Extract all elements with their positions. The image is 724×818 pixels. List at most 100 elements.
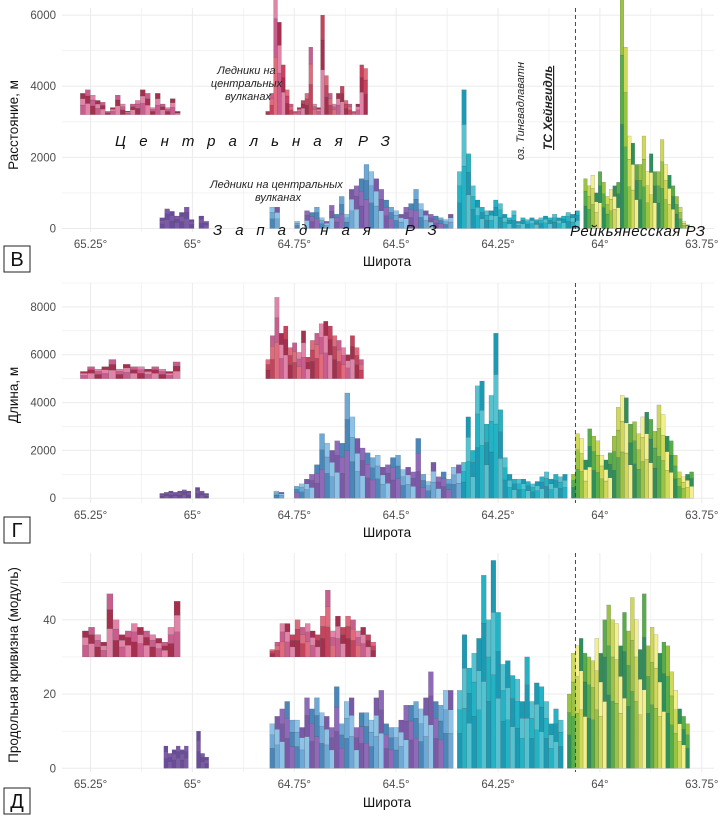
bar — [506, 223, 512, 229]
bar — [607, 477, 613, 499]
bar — [413, 189, 419, 200]
bar — [383, 199, 389, 208]
bar — [293, 112, 298, 115]
bar — [165, 375, 174, 379]
bar — [660, 435, 666, 461]
bar — [344, 450, 351, 499]
y-tick-label: 6000 — [30, 10, 56, 22]
bar — [336, 98, 341, 106]
bar — [332, 106, 337, 110]
bar — [606, 694, 611, 769]
bar — [355, 645, 361, 658]
bar — [634, 701, 639, 769]
bar — [656, 428, 662, 457]
bar — [498, 431, 503, 459]
bar — [556, 220, 562, 224]
bar — [296, 358, 302, 367]
bar — [332, 109, 337, 115]
bar — [350, 346, 355, 360]
bar — [336, 104, 341, 115]
bar — [314, 472, 320, 484]
bar — [150, 111, 156, 115]
bar — [269, 206, 275, 213]
bar — [646, 645, 651, 677]
bar — [622, 698, 627, 769]
bar — [168, 492, 174, 496]
bar — [370, 467, 376, 481]
bar — [364, 464, 371, 478]
bar — [614, 659, 619, 704]
bar — [448, 214, 454, 218]
bar — [689, 486, 694, 499]
ts-label: ТС Хейнгидль — [541, 66, 555, 150]
bar — [186, 490, 192, 493]
bar — [299, 491, 305, 499]
bar — [137, 627, 144, 635]
bar — [373, 697, 379, 716]
bar — [173, 631, 181, 658]
bar — [646, 676, 651, 714]
bar — [125, 110, 131, 113]
bar — [398, 731, 404, 747]
bar — [649, 704, 655, 769]
bar — [393, 214, 399, 221]
bar — [418, 708, 424, 724]
bar — [630, 597, 635, 641]
bar — [529, 718, 535, 739]
bar — [529, 217, 535, 221]
bar — [685, 480, 690, 488]
bar — [553, 708, 559, 724]
bar — [301, 330, 306, 343]
bar — [685, 224, 690, 226]
bar — [498, 409, 503, 432]
bar — [582, 681, 588, 717]
bar — [199, 490, 205, 493]
x-tick-label: 64° — [591, 239, 608, 251]
bar — [630, 691, 635, 769]
bar — [90, 94, 96, 101]
bar — [502, 217, 508, 223]
bar — [101, 366, 109, 370]
bar — [343, 100, 349, 105]
bar — [125, 111, 131, 114]
bar — [673, 733, 678, 769]
bar — [172, 370, 181, 379]
bar — [428, 724, 434, 769]
bar — [363, 93, 368, 115]
x-axis-label-d: Широта — [363, 795, 412, 810]
bar — [570, 214, 576, 218]
bar — [316, 111, 321, 115]
bar — [543, 701, 549, 719]
bar — [269, 748, 275, 769]
bar — [649, 662, 655, 705]
bar — [204, 763, 209, 769]
bar — [632, 463, 637, 499]
bar — [327, 339, 333, 356]
panel-letter-box-v — [3, 245, 31, 273]
bar — [623, 92, 628, 147]
bar — [567, 734, 572, 769]
bar — [594, 670, 599, 710]
bar — [461, 165, 467, 229]
bar — [131, 623, 138, 633]
bar — [165, 111, 171, 115]
bar — [329, 462, 335, 477]
bar — [305, 641, 311, 658]
bar — [274, 641, 281, 646]
bar — [516, 483, 522, 490]
bar — [479, 445, 485, 499]
bar — [204, 759, 209, 764]
bar — [640, 416, 645, 438]
bar — [630, 640, 635, 692]
bar — [486, 619, 492, 658]
bar — [677, 486, 682, 499]
bar — [433, 738, 439, 769]
bar — [475, 199, 481, 208]
bar — [582, 716, 588, 769]
bar — [304, 489, 310, 499]
bar — [181, 494, 187, 499]
bar — [599, 478, 605, 499]
bar — [358, 743, 365, 769]
bar — [155, 98, 161, 106]
